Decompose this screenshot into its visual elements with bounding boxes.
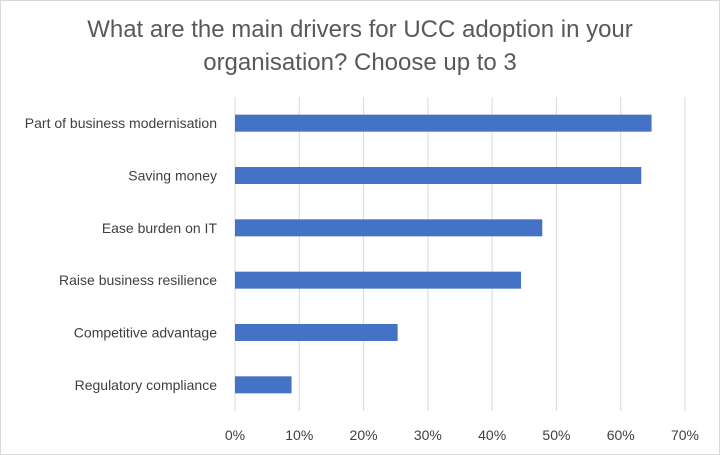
bar	[235, 376, 292, 394]
bar	[235, 167, 642, 184]
x-tick-label: 0%	[225, 427, 245, 443]
chart-title: What are the main drivers for UCC adopti…	[87, 16, 633, 76]
category-label: Ease burden on IT	[102, 220, 218, 236]
bar	[235, 219, 543, 237]
bar	[235, 114, 652, 132]
category-label: Saving money	[128, 168, 217, 184]
x-tick-label: 40%	[478, 427, 506, 443]
x-tick-label: 30%	[414, 427, 442, 443]
bar	[235, 324, 398, 341]
category-label: Part of business modernisation	[25, 115, 217, 131]
bar	[235, 271, 522, 289]
x-tick-label: 70%	[671, 427, 699, 443]
x-tick-label: 60%	[607, 427, 635, 443]
x-tick-label: 50%	[542, 427, 570, 443]
category-label: Raise business resilience	[59, 272, 217, 288]
x-tick-label: 10%	[285, 427, 313, 443]
category-label: Competitive advantage	[74, 325, 217, 341]
category-label: Regulatory compliance	[75, 377, 218, 393]
x-tick-label: 20%	[350, 427, 378, 443]
